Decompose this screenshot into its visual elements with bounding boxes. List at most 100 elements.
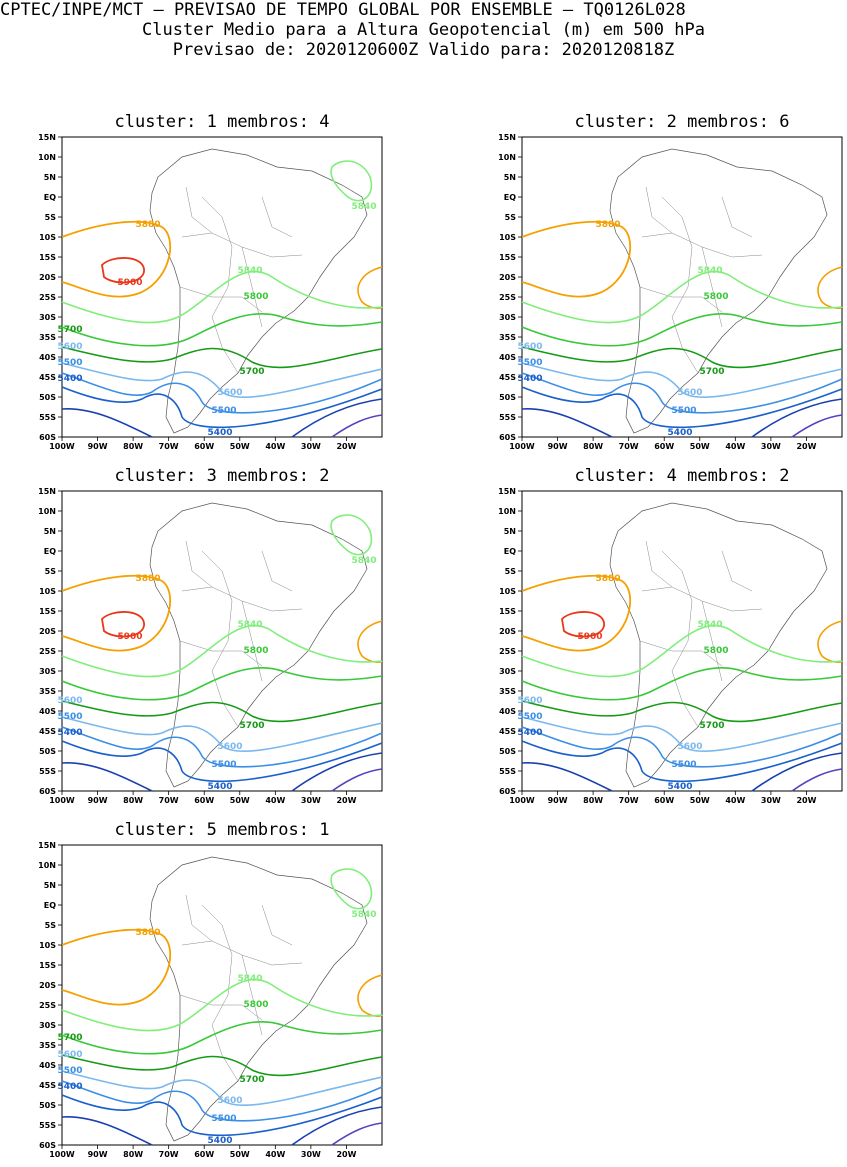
lat-tick-label: 10N (38, 153, 56, 162)
lon-tick-label: 50W (230, 442, 250, 451)
lat-tick-label: 5S (45, 567, 57, 576)
header: CPTEC/INPE/MCT – PREVISAO DE TEMPO GLOBA… (0, 0, 847, 60)
label-5900: 5900 (117, 632, 142, 642)
header-subtitle: Cluster Medio para a Altura Geopotencial… (142, 20, 705, 40)
contour-5700 (521, 346, 843, 369)
contour-5840 (521, 270, 843, 324)
lat-tick-label: 35S (499, 333, 516, 342)
lon-tick-label: 50W (690, 442, 710, 451)
lon-tick-label: 20W (796, 796, 816, 805)
label-5400: 5400 (207, 782, 232, 792)
contour-5400 (61, 386, 383, 429)
label-5900: 5900 (577, 632, 602, 642)
lat-tick-label: 10N (38, 507, 56, 516)
label-5840-north: 5840 (351, 202, 376, 212)
contour-5400 (521, 740, 843, 783)
panel-title: cluster: 2 membros: 6 (522, 112, 842, 132)
label-5800: 5800 (243, 646, 268, 656)
contour-5800 (521, 313, 843, 347)
lat-tick-label: 30S (499, 313, 516, 322)
lat-tick-label: 10S (39, 233, 56, 242)
contour-5600 (61, 362, 383, 398)
lat-tick-label: 20S (39, 981, 56, 990)
lon-tick-label: 20W (336, 796, 356, 805)
lat-tick-label: 15S (39, 607, 56, 616)
lat-tick-label: 10S (39, 587, 56, 596)
lat-tick-label: 45S (39, 373, 56, 382)
left-label-5500: 5500 (517, 712, 542, 722)
contour-5700 (61, 1054, 383, 1077)
lon-tick-label: 90W (548, 442, 568, 451)
cluster-label: cluster: 2 (574, 112, 677, 132)
lat-tick-label: 50S (39, 393, 56, 402)
lon-tick-label: 20W (336, 1150, 356, 1159)
left-label-5500: 5500 (57, 358, 82, 368)
geopotential-map: 5880 5900 5840 5840 5800 5700 5600 5500 5400 5700… (38, 134, 383, 451)
label-5840-north: 5840 (351, 556, 376, 566)
country-border (185, 540, 213, 588)
lat-tick-label: 15N (38, 842, 56, 850)
contour-5200 (331, 414, 383, 438)
lat-tick-label: 25S (499, 293, 516, 302)
lat-tick-label: 5N (44, 173, 56, 182)
contour-5500 (61, 726, 383, 768)
contour-5200 (791, 414, 843, 438)
left-label-5400: 5400 (517, 728, 542, 738)
lat-tick-label: 35S (39, 333, 56, 342)
label-5840: 5840 (237, 620, 262, 630)
lat-tick-label: 30S (499, 667, 516, 676)
lat-tick-label: 25S (499, 647, 516, 656)
label-5900: 5900 (117, 278, 142, 288)
contour-5880 (61, 928, 171, 1006)
panel-title: cluster: 5 membros: 1 (62, 820, 382, 840)
panel-title: cluster: 4 membros: 2 (522, 466, 842, 486)
lat-tick-label: 10S (39, 941, 56, 950)
contour-5900 (561, 611, 605, 638)
label-5840: 5840 (697, 620, 722, 630)
label-5700: 5700 (239, 367, 264, 377)
label-5600: 5600 (217, 1096, 242, 1106)
lon-tick-label: 30W (761, 442, 781, 451)
lat-tick-label: 5N (44, 881, 56, 890)
left-label-5500: 5500 (57, 1066, 82, 1076)
lat-tick-label: 5S (45, 213, 57, 222)
label-5880: 5880 (595, 574, 620, 584)
lat-tick-label: 60S (499, 433, 516, 442)
membros-label: membros: 2 (216, 466, 330, 486)
contour-5700 (521, 700, 843, 723)
lat-tick-label: 15S (39, 253, 56, 262)
contour-5900 (101, 257, 145, 284)
lat-tick-label: 5N (504, 173, 516, 182)
membros-label: membros: 2 (676, 466, 790, 486)
lon-tick-label: 90W (88, 442, 108, 451)
left-label-5400: 5400 (57, 728, 82, 738)
lon-tick-label: 100W (509, 796, 535, 805)
lat-tick-label: 10N (498, 507, 516, 516)
lon-tick-label: 30W (761, 796, 781, 805)
contour-5800 (61, 1021, 383, 1055)
lat-tick-label: 20S (499, 273, 516, 282)
lat-tick-label: 10N (498, 153, 516, 162)
lat-tick-label: 15N (498, 134, 516, 142)
lon-tick-label: 20W (336, 442, 356, 451)
lat-tick-label: 25S (39, 647, 56, 656)
geopotential-map: 5880 5840 5800 5700 5600 5500 5400 5600 5500 5400… (498, 134, 843, 451)
contour-5500 (521, 372, 843, 414)
lat-tick-label: 35S (499, 687, 516, 696)
lon-tick-label: 80W (583, 796, 603, 805)
lat-tick-label: EQ (44, 193, 56, 202)
label-5840-north: 5840 (351, 910, 376, 920)
lon-tick-label: 20W (796, 442, 816, 451)
lon-tick-label: 30W (301, 442, 321, 451)
cluster-panel-3: cluster: 3 membros: 2 5880 5900 5840 5840 580… (18, 466, 418, 811)
lat-tick-label: 15S (499, 607, 516, 616)
left-label-5500: 5500 (57, 712, 82, 722)
contour-5700 (61, 700, 383, 723)
contour-5840 (61, 624, 383, 678)
lat-tick-label: 35S (39, 1041, 56, 1050)
label-5500: 5500 (211, 406, 236, 416)
contour-5300 (61, 762, 153, 792)
lon-tick-label: 70W (619, 442, 639, 451)
lon-tick-label: 40W (265, 1150, 285, 1159)
label-5800: 5800 (703, 646, 728, 656)
